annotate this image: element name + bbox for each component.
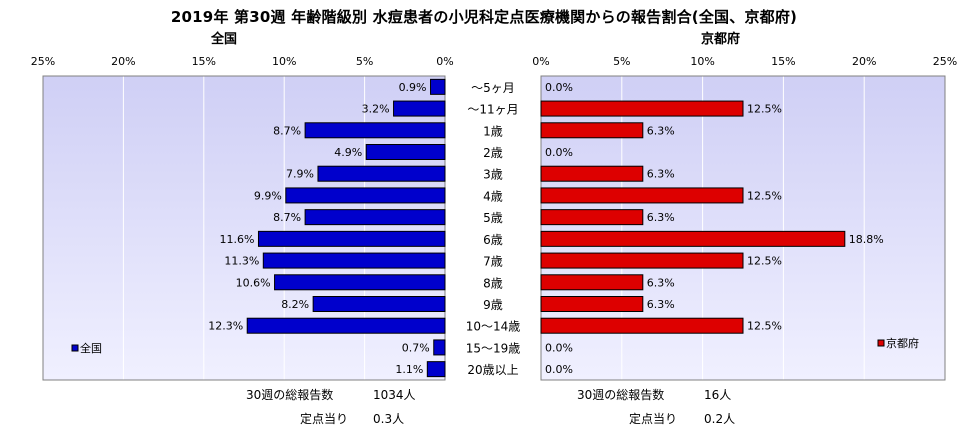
age-category-label: 10～14歳 — [466, 320, 521, 334]
kyoto-data-label: 6.3% — [647, 276, 675, 289]
kyoto-legend-swatch — [877, 339, 885, 347]
kyoto-legend-label: 京都府 — [886, 336, 919, 350]
national-chart-title: 全国 — [211, 32, 238, 47]
national-x-tick-label: 20% — [111, 55, 135, 68]
age-category-label: 7歳 — [483, 255, 503, 269]
national-bar — [304, 122, 446, 139]
kyoto-bar — [540, 317, 744, 334]
national-data-label: 8.2% — [281, 298, 309, 311]
national-bar — [285, 187, 446, 204]
national-data-label: 3.2% — [362, 103, 390, 116]
kyoto-data-label: 12.5% — [747, 320, 782, 333]
kyoto-data-label: 12.5% — [747, 189, 782, 202]
kyoto-bar — [540, 252, 744, 269]
page-title: 2019年 第30週 年齢階級別 水痘患者の小児科定点医療機関からの報告割合(全… — [170, 8, 798, 26]
national-bar — [262, 252, 446, 269]
national-data-label: 10.6% — [236, 276, 271, 289]
national-bar — [274, 274, 446, 291]
national-bar — [433, 339, 446, 356]
national-x-tick-label: 15% — [192, 55, 216, 68]
kyoto-per-label: 定点当り — [629, 412, 678, 426]
kyoto-data-label: 12.5% — [747, 103, 782, 116]
kyoto-data-label: 6.3% — [647, 298, 675, 311]
national-data-label: 11.3% — [224, 255, 259, 268]
kyoto-x-tick-label: 0% — [532, 55, 549, 68]
national-data-label: 8.7% — [273, 211, 301, 224]
age-category-label: 4歳 — [483, 189, 503, 203]
national-bar — [257, 230, 446, 247]
kyoto-plot-border — [540, 75, 946, 381]
age-category-label: 1歳 — [483, 124, 503, 138]
kyoto-bar — [540, 122, 644, 139]
kyoto-bar — [540, 209, 644, 226]
national-x-tick-label: 10% — [272, 55, 296, 68]
kyoto-data-label: 12.5% — [747, 255, 782, 268]
national-legend-label: 全国 — [80, 341, 102, 355]
kyoto-data-label: 0.0% — [545, 81, 573, 94]
national-data-label: 12.3% — [208, 320, 243, 333]
national-bar — [312, 296, 446, 312]
kyoto-x-tick-label: 10% — [690, 55, 714, 68]
kyoto-chart-title: 京都府 — [701, 32, 741, 47]
kyoto-x-tick-label: 5% — [613, 55, 630, 68]
age-category-label: 9歳 — [483, 298, 503, 312]
national-data-label: 8.7% — [273, 124, 301, 137]
kyoto-x-tick-label: 25% — [933, 55, 957, 68]
national-per-label: 定点当り — [300, 412, 349, 426]
kyoto-total-label: 30週の総報告数 — [577, 388, 665, 402]
national-plot-area — [43, 76, 445, 380]
kyoto-bar — [540, 187, 744, 204]
national-legend-swatch — [71, 344, 79, 352]
kyoto-data-label: 0.0% — [545, 341, 573, 354]
national-bar — [246, 317, 446, 334]
age-category-label: 2歳 — [483, 146, 503, 160]
age-category-label: ～5ヶ月 — [471, 81, 515, 95]
age-category-label: 8歳 — [483, 276, 503, 290]
kyoto-x-tick-label: 15% — [771, 55, 795, 68]
age-category-label: 3歳 — [483, 168, 503, 182]
national-data-label: 9.9% — [254, 189, 282, 202]
age-category-label: 15～19歳 — [466, 341, 521, 355]
national-bar — [317, 165, 446, 182]
kyoto-bar — [540, 230, 846, 247]
age-category-label: 6歳 — [483, 233, 503, 247]
kyoto-data-label: 6.3% — [647, 124, 675, 137]
national-data-label: 0.7% — [402, 341, 430, 354]
national-data-label: 11.6% — [220, 233, 255, 246]
age-category-label: 20歳以上 — [467, 363, 518, 377]
national-x-tick-label: 5% — [356, 55, 373, 68]
national-x-tick-label: 25% — [31, 55, 55, 68]
kyoto-data-label: 6.3% — [647, 168, 675, 181]
kyoto-bar — [540, 165, 644, 182]
national-data-label: 1.1% — [395, 363, 423, 376]
national-data-label: 0.9% — [399, 81, 427, 94]
national-bar — [430, 78, 446, 95]
national-bar — [426, 361, 446, 378]
national-bar — [365, 144, 446, 160]
kyoto-data-label: 18.8% — [849, 233, 884, 246]
kyoto-bar — [540, 296, 644, 312]
age-category-label: 5歳 — [483, 211, 503, 225]
kyoto-bar — [540, 274, 644, 291]
kyoto-total-value: 16人 — [704, 388, 732, 402]
kyoto-x-tick-label: 20% — [852, 55, 876, 68]
kyoto-data-label: 0.0% — [545, 146, 573, 159]
kyoto-per-value: 0.2人 — [704, 412, 736, 426]
national-data-label: 7.9% — [286, 168, 314, 181]
kyoto-data-label: 0.0% — [545, 363, 573, 376]
kyoto-data-label: 6.3% — [647, 211, 675, 224]
national-per-value: 0.3人 — [373, 412, 405, 426]
kyoto-plot-area — [541, 76, 945, 380]
national-data-label: 4.9% — [334, 146, 362, 159]
national-bar — [393, 100, 446, 117]
national-plot-border — [42, 75, 446, 381]
age-category-label: ～11ヶ月 — [467, 103, 518, 117]
kyoto-bar — [540, 100, 744, 117]
national-total-label: 30週の総報告数 — [246, 388, 334, 402]
national-bar — [304, 209, 446, 226]
national-x-tick-label: 0% — [436, 55, 453, 68]
national-total-value: 1034人 — [373, 388, 416, 402]
